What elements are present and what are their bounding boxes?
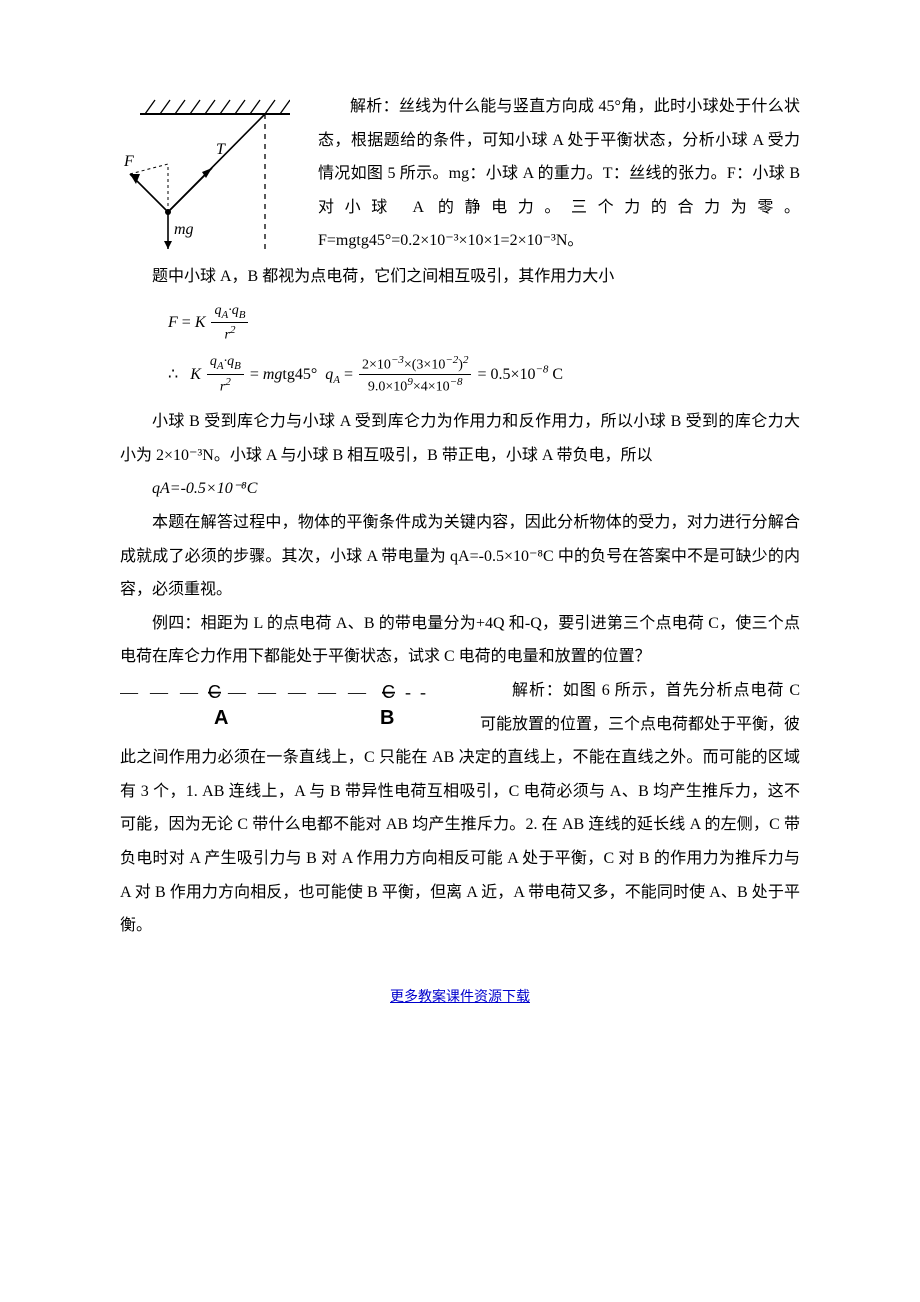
svg-text:—: — — [287, 682, 307, 702]
paragraph-2: 题中小球 A，B 都视为点电荷，它们之间相互吸引，其作用力大小 — [120, 260, 800, 294]
p6-text: 例四：相距为 L 的点电荷 A、B 的带电量分为+4Q 和-Q，要引进第三个点电… — [120, 615, 800, 666]
svg-text:—: — — [347, 682, 367, 702]
svg-text:—: — — [179, 682, 199, 702]
paragraph-5: 本题在解答过程中，物体的平衡条件成为关键内容，因此分析物体的受力，对力进行分解合… — [120, 506, 800, 607]
svg-text:—: — — [149, 682, 169, 702]
figure-5: T F mg — [120, 94, 290, 254]
p1-text: 解析：丝线为什么能与竖直方向成 45°角，此时小球处于什么状态，根据题给的条件，… — [318, 98, 800, 249]
paragraph-3: 小球 B 受到库仑力与小球 A 受到库仑力为作用力和反作用力，所以小球 B 受到… — [120, 405, 800, 472]
eq1-K: K — [195, 314, 206, 331]
eq2-K: K — [190, 366, 201, 383]
footer: 更多教案课件资源下载 — [120, 983, 800, 1012]
therefore-symbol: ∴ — [168, 366, 178, 383]
p3-text: 小球 B 受到库仑力与小球 A 受到库仑力为作用力和反作用力，所以小球 B 受到… — [120, 413, 800, 464]
figure6-label-B: B — [380, 707, 394, 729]
svg-text:C: C — [208, 682, 221, 702]
paragraph-4: qA=-0.5×10⁻⁸C — [120, 472, 800, 506]
figure-6: — — — C — — — — — C - - A B — [120, 680, 450, 736]
svg-text:—: — — [120, 682, 139, 702]
svg-text:-: - — [420, 682, 426, 702]
svg-text:—: — — [257, 682, 277, 702]
svg-text:C: C — [382, 682, 395, 702]
equation-1: F = K qA·qB r2 — [168, 302, 800, 345]
svg-text:T: T — [216, 141, 226, 158]
paragraph-6-example4: 例四：相距为 L 的点电荷 A、B 的带电量分为+4Q 和-Q，要引进第三个点电… — [120, 607, 800, 674]
svg-text:—: — — [317, 682, 337, 702]
footer-download-link[interactable]: 更多教案课件资源下载 — [390, 990, 530, 1005]
svg-text:-: - — [405, 682, 411, 702]
eq1-F: F — [168, 314, 178, 331]
svg-text:—: — — [227, 682, 247, 702]
p2-text: 题中小球 A，B 都视为点电荷，它们之间相互吸引，其作用力大小 — [152, 268, 614, 285]
svg-text:mg: mg — [174, 221, 194, 238]
p4-text: qA=-0.5×10⁻⁸C — [152, 480, 257, 497]
p5-text: 本题在解答过程中，物体的平衡条件成为关键内容，因此分析物体的受力，对力进行分解合… — [120, 514, 800, 598]
svg-text:F: F — [123, 153, 134, 170]
equation-2: ∴ K qA·qB r2 = mgtg45° qA = 2×10−3×(3×10… — [168, 353, 800, 398]
figure6-label-A: A — [214, 707, 228, 729]
